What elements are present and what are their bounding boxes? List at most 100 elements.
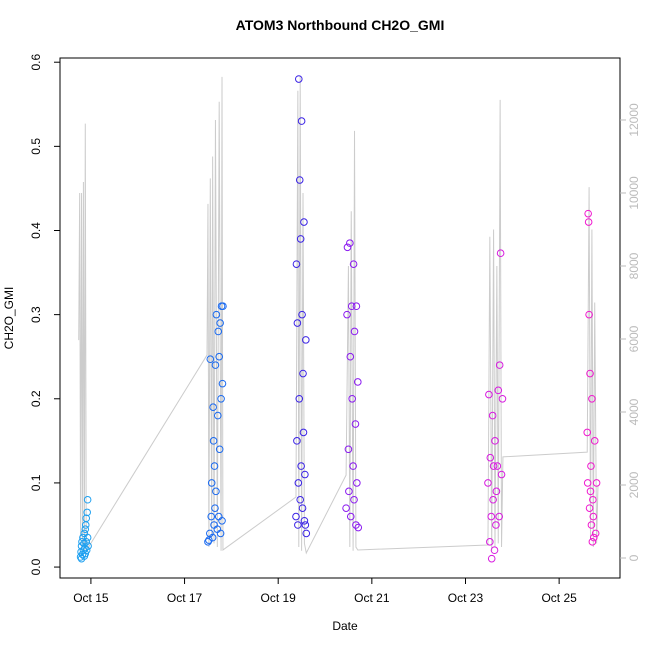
data-point <box>350 495 358 504</box>
y-tick-label: 0.0 <box>29 558 43 575</box>
y2-tick-label: 10000 <box>627 176 641 210</box>
data-point <box>219 302 227 311</box>
data-point <box>492 521 500 529</box>
data-point <box>491 437 499 445</box>
data-point <box>82 514 91 523</box>
data-point <box>486 538 494 546</box>
data-point <box>489 462 498 470</box>
data-point <box>353 479 361 487</box>
data-point <box>302 529 311 538</box>
data-point <box>294 75 303 83</box>
data-point <box>216 319 224 327</box>
data-point <box>299 428 308 437</box>
data-point <box>299 369 307 378</box>
data-point <box>294 521 302 529</box>
data-point <box>583 428 592 437</box>
data-point <box>351 420 360 428</box>
plot-box <box>59 57 621 579</box>
data-point <box>204 538 212 546</box>
data-point <box>215 445 224 454</box>
data-point <box>301 470 309 479</box>
data-point <box>211 504 219 512</box>
data-point <box>487 512 496 521</box>
data-point <box>210 462 219 470</box>
data-point <box>588 538 597 546</box>
data-point <box>293 319 302 327</box>
data-point <box>495 512 503 521</box>
data-point <box>217 394 225 403</box>
data-point <box>209 437 218 445</box>
data-point <box>80 539 88 548</box>
data-point <box>588 394 596 403</box>
data-point <box>300 516 309 525</box>
x-tick-label: Oct 23 <box>448 591 484 605</box>
y-tick-label: 0.1 <box>29 474 43 491</box>
y-axis-label: CH2O_GMI <box>2 287 16 350</box>
data-point <box>212 310 221 319</box>
data-point <box>352 302 361 311</box>
data-point <box>292 512 300 521</box>
data-point <box>584 209 592 218</box>
data-point <box>585 504 594 512</box>
data-point <box>350 327 359 336</box>
y-tick-label: 0.6 <box>29 54 43 71</box>
data-point <box>584 218 593 226</box>
altitude-line <box>78 76 599 555</box>
data-point <box>300 218 308 226</box>
data-point <box>586 369 594 378</box>
data-point <box>493 462 502 470</box>
data-point <box>296 495 305 504</box>
data-point <box>494 386 503 395</box>
data-point <box>348 394 356 403</box>
data-point <box>215 352 223 361</box>
data-point <box>589 495 597 504</box>
data-point <box>587 462 595 470</box>
data-point <box>342 504 350 512</box>
data-point <box>81 549 90 558</box>
data-point <box>295 176 304 184</box>
data-point <box>349 260 358 268</box>
data-point <box>587 521 596 529</box>
data-point <box>343 243 352 252</box>
y-tick-label: 0.4 <box>29 222 43 239</box>
data-point <box>484 479 492 487</box>
data-point <box>346 512 355 521</box>
data-point <box>485 390 493 399</box>
y-tick-label: 0.2 <box>29 390 43 407</box>
data-point <box>295 394 304 403</box>
data-point <box>208 533 217 542</box>
data-point <box>212 487 220 496</box>
chart-title: ATOM3 Northbound CH2O_GMI <box>236 17 445 33</box>
data-point <box>298 504 307 512</box>
x-tick-label: Oct 25 <box>541 591 577 605</box>
data-point <box>589 512 598 521</box>
data-point <box>218 379 227 388</box>
y2-tick-label: 0 <box>627 554 641 561</box>
data-point <box>207 479 216 487</box>
data-point <box>78 538 86 546</box>
data-point <box>296 235 305 243</box>
y2-tick-label: 2000 <box>627 471 641 498</box>
data-point <box>218 516 226 525</box>
data-point <box>496 249 505 258</box>
data-point <box>352 521 360 529</box>
data-point <box>301 521 310 529</box>
data-point <box>292 260 301 268</box>
data-point <box>498 394 507 403</box>
data-point <box>216 529 225 538</box>
data-point <box>489 495 497 504</box>
data-point <box>490 546 499 555</box>
data-point <box>298 310 306 319</box>
data-point <box>349 462 357 470</box>
data-point <box>488 411 497 420</box>
data-point <box>346 352 355 361</box>
data-point <box>84 542 92 550</box>
data-point <box>591 529 600 538</box>
data-point <box>297 462 305 470</box>
data-point <box>583 479 592 487</box>
data-point <box>345 487 353 496</box>
x-tick-label: Oct 21 <box>354 591 390 605</box>
data-point <box>297 117 306 125</box>
